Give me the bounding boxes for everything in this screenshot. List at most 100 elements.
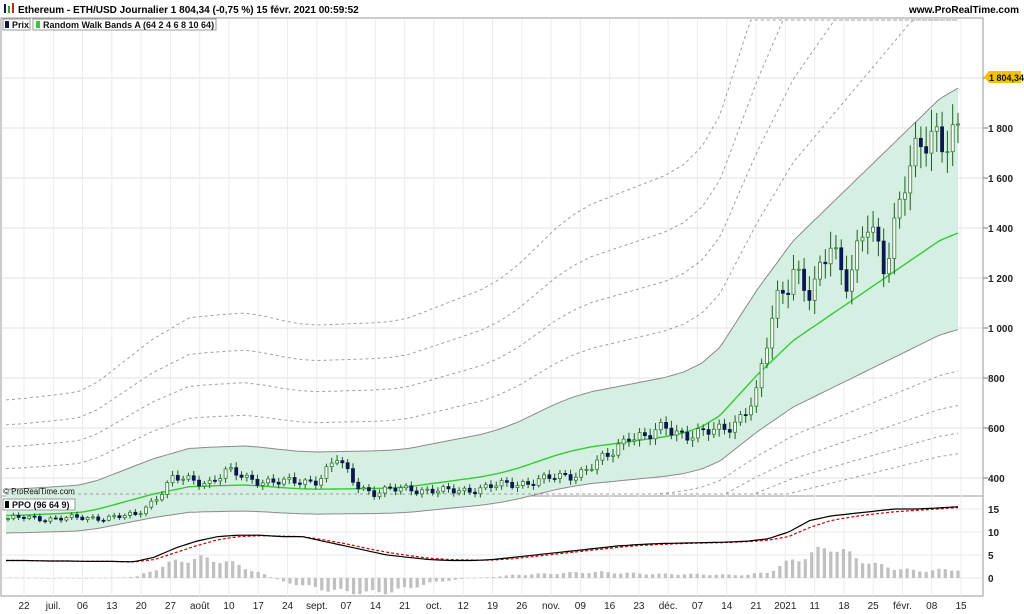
- candle-down: [239, 474, 244, 478]
- candle-down: [191, 475, 196, 481]
- ppo-histogram-bar: [530, 574, 534, 578]
- x-tick-label: 11: [809, 601, 820, 612]
- candle-up: [64, 517, 69, 521]
- x-tick-label: sept.: [306, 601, 328, 612]
- candle-up: [828, 247, 833, 265]
- candle-down: [839, 247, 844, 271]
- candle-up: [244, 474, 249, 478]
- x-tick-label: 09: [575, 601, 587, 612]
- ppo-histogram-bar: [218, 563, 222, 578]
- candle-up: [738, 414, 743, 423]
- x-tick-label: 13: [106, 601, 118, 612]
- candle-up: [457, 490, 462, 494]
- legend-bands-box: [32, 18, 217, 31]
- ppo-series: [6, 506, 960, 595]
- candle-down: [393, 487, 398, 492]
- candle-down: [473, 491, 477, 495]
- band-lower: [5, 329, 959, 534]
- candle-down: [669, 427, 674, 436]
- candle-up: [144, 506, 148, 515]
- x-tick-label: nov.: [542, 601, 560, 612]
- candle-down: [446, 486, 451, 490]
- ppo-histogram-bar: [320, 578, 324, 591]
- ppo-histogram-bar: [581, 573, 585, 578]
- candle-up: [536, 478, 541, 486]
- x-tick-label: 14: [721, 601, 733, 612]
- ppo-histogram-bar: [8, 577, 12, 579]
- candle-up: [398, 487, 403, 492]
- candle-down: [451, 488, 456, 494]
- candle-up: [122, 515, 127, 519]
- ppo-histogram-bar: [250, 571, 254, 578]
- ppo-histogram-bar: [103, 577, 108, 579]
- ppo-histogram-bar: [390, 578, 394, 593]
- candle-up: [229, 467, 233, 470]
- ppo-histogram-bar: [332, 578, 337, 590]
- ppo-histogram-bar: [91, 578, 95, 579]
- candle-down: [213, 479, 217, 482]
- candle-down: [351, 468, 355, 483]
- x-tick-label: 18: [838, 601, 850, 612]
- candle-down: [924, 146, 929, 154]
- ppo-histogram-bar: [867, 563, 871, 578]
- ppo-line: [6, 506, 959, 563]
- ppo-histogram-bar: [479, 577, 483, 579]
- candle-down: [802, 268, 806, 291]
- x-tick-label: 26: [516, 601, 528, 612]
- candle-down: [414, 490, 419, 495]
- candle-up: [674, 430, 679, 436]
- ppo-histogram-bar: [733, 575, 737, 578]
- ppo-y-tick-label: 15: [988, 505, 1000, 516]
- ppo-histogram-bar: [670, 574, 674, 578]
- candle-up: [303, 479, 308, 485]
- candle-down: [547, 474, 552, 479]
- ppo-histogram-bar: [765, 572, 769, 578]
- ppo-histogram-bar: [924, 571, 928, 578]
- legend-bands: Random Walk Bands A (64 2 4 6 8 10 64): [43, 20, 214, 30]
- candle-up: [770, 317, 775, 349]
- ppo-histogram-bar: [619, 573, 623, 578]
- x-tick-label: 06: [77, 601, 89, 612]
- band-center-line: [5, 232, 959, 517]
- candle-down: [430, 488, 435, 494]
- x-tick-label: déc.: [659, 601, 678, 612]
- ppo-histogram-bar: [377, 578, 381, 593]
- candle-up: [865, 231, 870, 238]
- candle-up: [632, 439, 637, 442]
- ppo-histogram-bar: [262, 574, 267, 578]
- candle-down: [53, 517, 58, 520]
- ppo-histogram-bar: [523, 575, 527, 578]
- candle-down: [706, 429, 711, 435]
- x-tick-label: 25: [868, 601, 880, 612]
- ppo-histogram-bar: [40, 578, 44, 579]
- ppo-histogram-bar: [810, 552, 814, 578]
- candle-up: [48, 517, 53, 522]
- candle-up: [85, 517, 90, 521]
- candle-up: [696, 428, 700, 439]
- ppo-histogram-bar: [778, 565, 782, 578]
- candle-up: [796, 268, 801, 271]
- x-tick-label: 10: [223, 601, 235, 612]
- candle-down: [627, 438, 631, 442]
- ppo-histogram-bar: [466, 578, 470, 579]
- candle-up: [621, 438, 626, 445]
- candle-up: [361, 487, 366, 490]
- candle-up: [335, 460, 339, 464]
- ppo-histogram-bar: [27, 577, 31, 579]
- x-tick-label: 07: [692, 601, 704, 612]
- x-tick-label: 14: [370, 601, 382, 612]
- ppo-histogram-bar: [937, 568, 941, 578]
- ppo-histogram-bar: [281, 578, 286, 582]
- site-link[interactable]: www.ProRealTime.com: [908, 5, 1019, 16]
- y-tick-label: 1 200: [988, 274, 1013, 285]
- candle-up: [542, 474, 546, 480]
- y-tick-label: 1 800: [988, 124, 1013, 135]
- ppo-histogram-bar: [498, 576, 502, 578]
- candle-down: [372, 490, 377, 497]
- ppo-histogram-bar: [65, 578, 69, 579]
- candle-up: [165, 482, 170, 495]
- ppo-y-tick-label: 10: [988, 528, 1000, 539]
- ppo-histogram-bar: [313, 578, 317, 588]
- candle-down: [345, 462, 350, 470]
- candle-up: [584, 469, 589, 471]
